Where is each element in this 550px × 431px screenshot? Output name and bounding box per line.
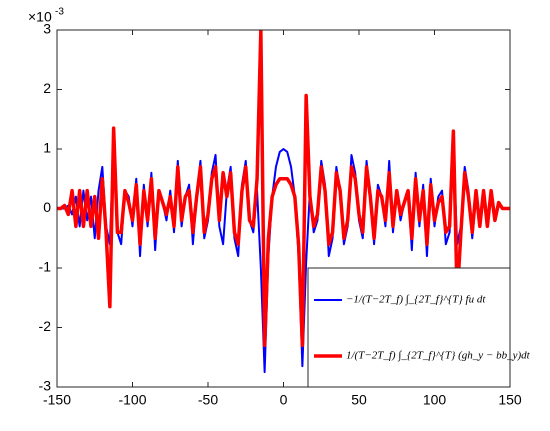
legend-label: 1/(T−2T_f) ∫_{2T_f}^{T} (gh_y − bb_y)dt: [346, 350, 531, 362]
y-tick-label: 0: [43, 199, 51, 215]
y-multiplier: ×10: [28, 9, 52, 25]
legend-box: [307, 267, 511, 388]
x-tick-label: 0: [280, 392, 288, 408]
x-tick-label: 100: [423, 392, 447, 408]
y-tick-label: -2: [39, 318, 52, 334]
y-tick-label: -3: [39, 378, 52, 394]
x-tick-label: -100: [118, 392, 146, 408]
x-tick-label: -150: [43, 392, 71, 408]
axes-box: [56, 29, 511, 388]
x-tick-label: 150: [498, 392, 522, 408]
x-tick-label: 50: [351, 392, 367, 408]
y-multiplier-exponent: -3: [55, 7, 64, 18]
y-tick-label: 2: [43, 80, 51, 96]
y-tick-label: -1: [39, 259, 52, 275]
x-tick-label: -50: [198, 392, 218, 408]
y-tick-label: 3: [43, 21, 51, 37]
series-line: [57, 142, 510, 374]
y-tick-label: 1: [43, 140, 51, 156]
series-line: [57, 30, 510, 348]
legend-label: −1/(T−2T_f) ∫_{2T_f}^{T} fu dt: [346, 294, 486, 306]
